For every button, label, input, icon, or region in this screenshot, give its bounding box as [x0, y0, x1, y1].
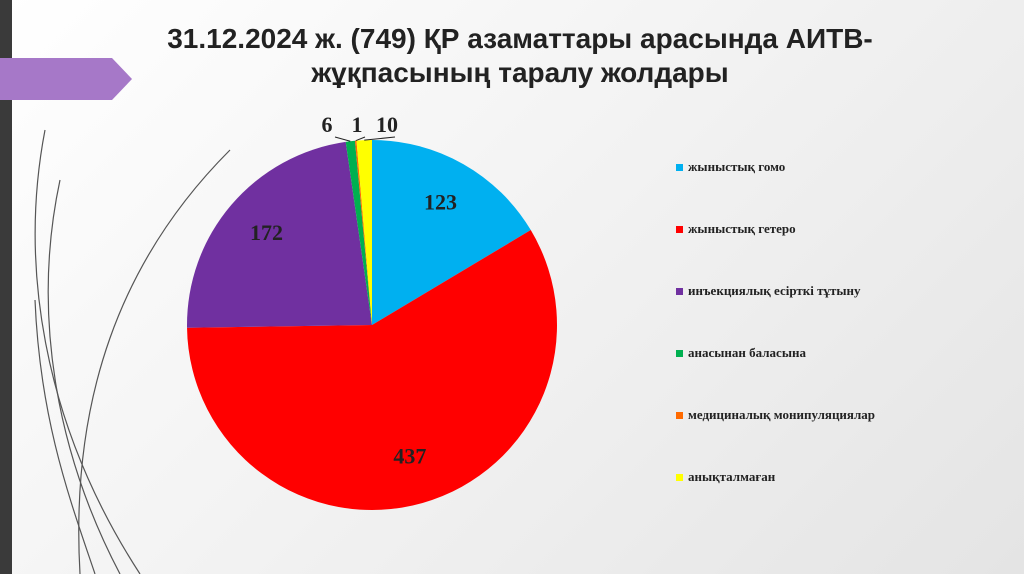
- pie-slice: [187, 230, 557, 511]
- legend-label: жыныстық гомо: [688, 159, 785, 174]
- leader-line: [364, 136, 396, 141]
- data-label: 172: [250, 220, 283, 245]
- data-label: 6: [322, 112, 333, 137]
- legend-label: медициналық монипуляциялар: [688, 407, 875, 422]
- legend-swatch: [676, 164, 683, 171]
- legend-label: жыныстық гетеро: [688, 221, 796, 236]
- legend-label: инъекциялық есірткі тұтыну: [688, 283, 861, 298]
- decor-lines: [34, 129, 231, 574]
- data-label: 10: [376, 112, 398, 137]
- leader-line: [334, 136, 351, 142]
- title-tab: [0, 58, 132, 100]
- legend-label: анықталмаған: [688, 469, 776, 484]
- data-label: 123: [424, 189, 457, 214]
- leader-line: [355, 136, 366, 142]
- data-label: 1: [352, 112, 363, 137]
- pie-slice: [372, 140, 531, 325]
- side-bar: [0, 0, 12, 574]
- legend-swatch: [676, 474, 683, 481]
- legend-swatch: [676, 226, 683, 233]
- data-label: 437: [393, 444, 426, 469]
- legend-swatch: [676, 288, 683, 295]
- chart-title: 31.12.2024 ж. (749) ҚР азаматтары арасын…: [167, 23, 873, 88]
- pie-slice: [186, 141, 372, 328]
- legend-swatch: [676, 412, 683, 419]
- legend-label: анасынан баласына: [688, 345, 806, 360]
- pie-slice: [356, 140, 372, 325]
- legend-swatch: [676, 350, 683, 357]
- pie-slice: [354, 140, 372, 325]
- pie-slice: [345, 140, 372, 325]
